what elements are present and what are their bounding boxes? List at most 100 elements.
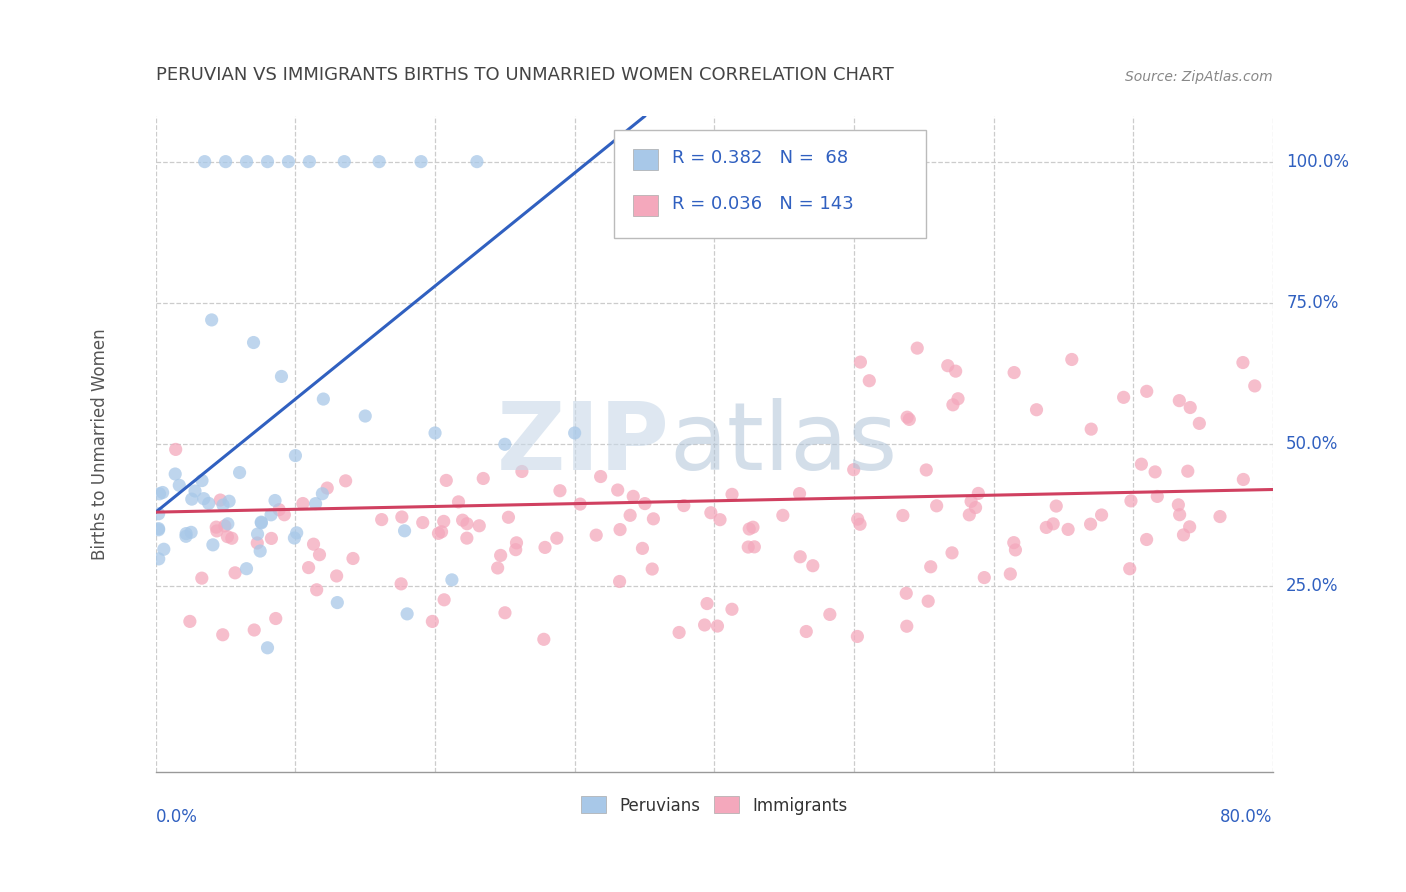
Point: [472, 471, 495, 485]
Point: [794, 624, 817, 639]
Point: [589, 469, 612, 483]
Point: [333, 154, 356, 169]
Point: [533, 632, 555, 647]
Point: [1119, 494, 1142, 508]
Point: [941, 546, 963, 560]
Point: [489, 549, 512, 563]
Point: [283, 531, 305, 545]
Point: [148, 552, 170, 566]
Point: [1180, 401, 1202, 415]
Point: [430, 524, 453, 539]
Point: [898, 412, 921, 426]
Text: atlas: atlas: [669, 399, 898, 491]
Point: [468, 518, 491, 533]
Point: [546, 531, 568, 545]
Point: [423, 425, 446, 440]
Text: 25.0%: 25.0%: [1286, 576, 1339, 595]
Point: [211, 628, 233, 642]
Point: [548, 483, 571, 498]
Point: [965, 500, 987, 515]
Point: [1057, 523, 1080, 537]
Point: [585, 528, 607, 542]
Point: [917, 594, 939, 608]
Point: [368, 154, 391, 169]
Point: [858, 374, 880, 388]
Point: [235, 154, 257, 169]
Point: [427, 526, 450, 541]
Point: [235, 562, 257, 576]
Point: [409, 154, 432, 169]
Point: [721, 602, 744, 616]
Point: [298, 154, 321, 169]
Point: [1178, 520, 1201, 534]
Point: [1080, 422, 1102, 436]
Point: [434, 474, 457, 488]
Point: [312, 392, 335, 406]
Point: [269, 502, 291, 516]
Point: [846, 512, 869, 526]
Point: [641, 562, 664, 576]
Text: 50.0%: 50.0%: [1286, 435, 1339, 453]
Text: PERUVIAN VS IMMIGRANTS BIRTHS TO UNMARRIED WOMEN CORRELATION CHART: PERUVIAN VS IMMIGRANTS BIRTHS TO UNMARRI…: [156, 66, 894, 84]
Point: [273, 508, 295, 522]
Point: [205, 524, 228, 538]
Point: [706, 619, 728, 633]
Point: [174, 529, 197, 543]
Point: [621, 489, 644, 503]
Point: [957, 508, 980, 522]
Point: [709, 513, 731, 527]
Point: [297, 560, 319, 574]
Point: [433, 515, 456, 529]
Point: [1173, 528, 1195, 542]
Point: [243, 623, 266, 637]
Point: [849, 517, 872, 532]
Point: [201, 313, 224, 327]
Text: 0.0%: 0.0%: [156, 808, 198, 826]
Point: [191, 474, 214, 488]
Point: [212, 498, 235, 512]
Point: [700, 506, 723, 520]
Point: [1232, 473, 1254, 487]
Point: [631, 541, 654, 556]
Point: [896, 410, 918, 425]
Point: [169, 478, 191, 492]
Point: [1042, 516, 1064, 531]
Point: [342, 551, 364, 566]
Point: [936, 359, 959, 373]
Point: [153, 542, 176, 557]
Legend: Peruvians, Immigrants: Peruvians, Immigrants: [576, 791, 852, 820]
Text: ZIP: ZIP: [496, 399, 669, 491]
Point: [891, 508, 914, 523]
Point: [389, 577, 412, 591]
Point: [451, 513, 474, 527]
Point: [967, 486, 990, 500]
Point: [1136, 533, 1159, 547]
Point: [920, 559, 942, 574]
Point: [1177, 464, 1199, 478]
Point: [396, 607, 419, 621]
Point: [1168, 393, 1191, 408]
Point: [184, 483, 207, 498]
Point: [242, 335, 264, 350]
Point: [693, 618, 716, 632]
Point: [494, 437, 516, 451]
Point: [818, 607, 841, 622]
Text: R = 0.036   N = 143: R = 0.036 N = 143: [672, 194, 853, 212]
Point: [1119, 562, 1142, 576]
Point: [789, 549, 811, 564]
Point: [973, 571, 995, 585]
Point: [465, 154, 488, 169]
Point: [256, 154, 278, 169]
Point: [1060, 352, 1083, 367]
Point: [1167, 498, 1189, 512]
Point: [634, 497, 657, 511]
Point: [422, 615, 444, 629]
Point: [619, 508, 641, 523]
Point: [370, 512, 392, 526]
Point: [193, 491, 215, 506]
Point: [942, 398, 965, 412]
Point: [606, 483, 628, 497]
Point: [696, 597, 718, 611]
Point: [945, 364, 967, 378]
Point: [250, 516, 273, 530]
